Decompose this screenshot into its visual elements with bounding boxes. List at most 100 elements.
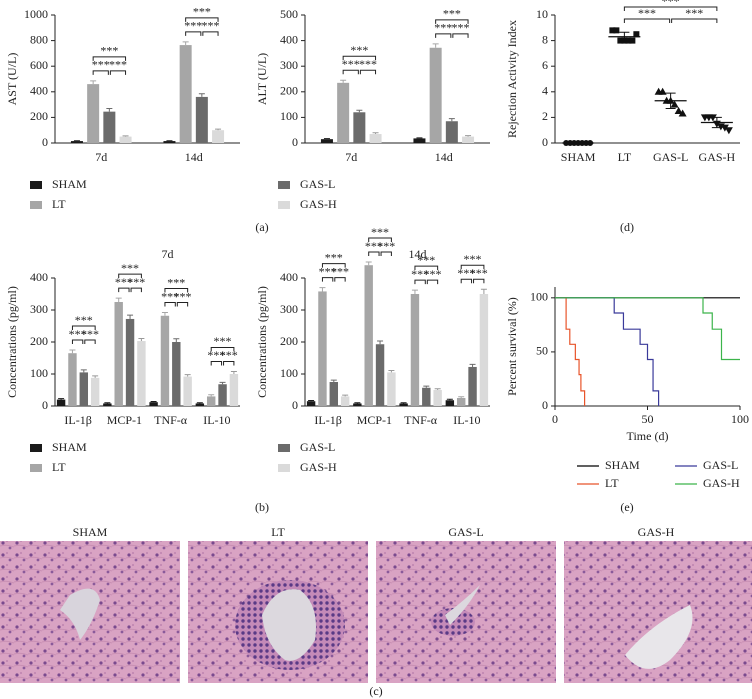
legend-label: LT (52, 460, 66, 474)
significance-label: *** (193, 5, 211, 19)
significance-bracket (368, 237, 392, 242)
y-tick-label: 0 (292, 398, 298, 412)
vessel (625, 605, 693, 669)
significance-label: *** (81, 327, 99, 341)
significance-label: *** (359, 57, 377, 71)
error-bar (469, 363, 476, 367)
x-tick-label: LT (618, 150, 632, 164)
bar (137, 341, 146, 406)
error-bar (90, 80, 97, 85)
significance-bracket (321, 263, 346, 268)
bar (399, 403, 408, 406)
error-bar (115, 297, 122, 302)
panel-label: (d) (620, 220, 634, 234)
legend-swatch (278, 201, 290, 209)
histology-title: LT (271, 525, 285, 539)
error-bar (230, 370, 237, 374)
y-tick-label: 0 (42, 135, 48, 149)
error-bar (458, 396, 465, 398)
bar (119, 136, 132, 143)
error-bar (448, 118, 455, 122)
error-bar (215, 128, 222, 131)
error-bar (122, 135, 129, 137)
significance-bracket (84, 339, 96, 344)
bar (206, 396, 216, 406)
significance-label: *** (350, 43, 368, 57)
significance-bracket (435, 19, 469, 24)
significance-bracket (460, 264, 485, 270)
bar (353, 112, 366, 143)
error-bar (69, 349, 76, 354)
significance-bracket (202, 31, 219, 36)
x-tick-label: 14d (435, 150, 453, 164)
bar (413, 138, 426, 143)
y-tick-label: 2 (542, 109, 548, 123)
point (674, 107, 683, 114)
bar (179, 45, 192, 143)
legend-swatch (278, 444, 290, 452)
bar (375, 344, 385, 406)
bar (462, 136, 475, 143)
point (724, 127, 733, 135)
error-bar (342, 394, 349, 397)
error-bar (161, 312, 168, 316)
bar (160, 315, 170, 406)
error-bar (150, 401, 157, 403)
y-tick-label: 100 (30, 366, 48, 380)
x-tick-label: IL-1β (64, 413, 91, 427)
significance-label: *** (173, 289, 191, 303)
histology (0, 541, 752, 683)
bar (56, 399, 66, 406)
legend-label: LT (605, 476, 619, 490)
bar (125, 318, 135, 406)
y-tick-label: 200 (280, 84, 298, 98)
bar (163, 141, 176, 143)
legend-swatch (30, 201, 42, 209)
x-tick-label: 7d (95, 150, 107, 164)
error-bar (423, 385, 430, 388)
legend-swatch (278, 181, 290, 189)
y-tick-label: 400 (30, 84, 48, 98)
bar (387, 372, 396, 406)
vessel (262, 589, 316, 661)
significance-bracket (164, 302, 176, 307)
y-tick-label: 8 (542, 32, 548, 46)
x-tick-label: IL-10 (453, 413, 480, 427)
x-tick-label: 50 (642, 412, 654, 426)
significance-label: *** (201, 19, 219, 33)
legend-label: SHAM (52, 440, 87, 454)
histology-title: GAS-H (638, 525, 675, 539)
survival-line (555, 297, 586, 406)
y-tick-label: 100 (530, 290, 548, 304)
bar (114, 302, 123, 406)
error-bar (92, 375, 99, 378)
y-axis-label: Concentrations (pg/ml) (255, 286, 269, 398)
significance-bracket (185, 31, 202, 36)
significance-bracket (460, 278, 473, 284)
significance-label: *** (365, 239, 383, 253)
significance-label: *** (220, 348, 238, 362)
chart-title: 7d (162, 247, 174, 261)
sd-bar (619, 31, 630, 42)
legend-label: GAS-L (703, 458, 738, 472)
bar (456, 398, 466, 406)
bar (149, 402, 158, 406)
bar (422, 387, 431, 406)
significance-label: *** (325, 250, 343, 264)
x-tick-label: 100 (731, 412, 749, 426)
error-bar (127, 314, 134, 319)
significance-label: *** (127, 275, 145, 289)
significance-bracket (321, 277, 334, 282)
error-bar (196, 402, 203, 404)
legend-label: GAS-H (300, 197, 337, 211)
error-bar (354, 402, 361, 404)
bar (433, 390, 442, 406)
significance-bracket (380, 251, 392, 256)
significance-label: *** (457, 266, 475, 280)
bar (79, 372, 89, 406)
y-tick-label: 400 (280, 270, 298, 284)
error-bar (400, 402, 407, 404)
panel-label: (a) (255, 220, 268, 234)
bar (329, 382, 339, 406)
significance-bracket (185, 17, 219, 22)
